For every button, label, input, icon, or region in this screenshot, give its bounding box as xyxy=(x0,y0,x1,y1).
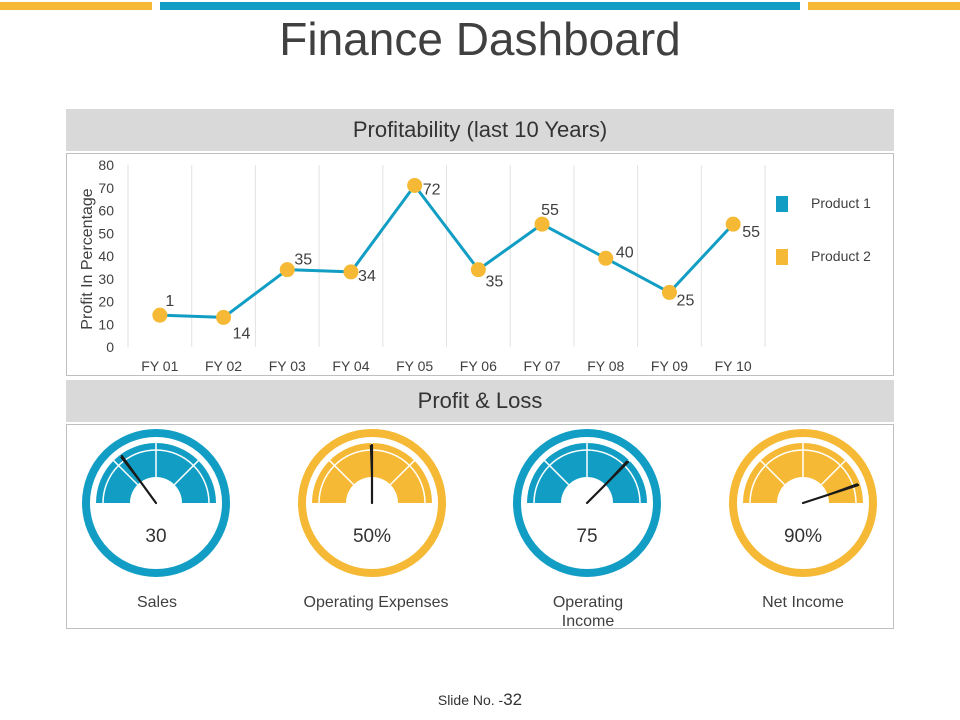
gauge-divider xyxy=(820,460,846,486)
data-label: 35 xyxy=(294,252,312,269)
data-label: 25 xyxy=(677,292,695,309)
x-tick-label: FY 05 xyxy=(396,358,433,374)
y-tick-label: 80 xyxy=(98,157,114,173)
x-tick-label: FY 02 xyxy=(205,358,242,374)
data-label: 14 xyxy=(233,325,251,342)
gauge-inner-arc xyxy=(533,449,641,504)
y-tick-label: 70 xyxy=(98,180,114,196)
page-title: Finance Dashboard xyxy=(279,13,681,65)
gauge-divider xyxy=(760,460,786,486)
legend-label: Product 1 xyxy=(811,195,871,211)
profit-loss-header: Profit & Loss xyxy=(66,380,894,422)
legend-swatch xyxy=(776,249,788,265)
data-point-marker xyxy=(279,262,295,278)
gauge-sales: 30 xyxy=(82,429,230,577)
data-label: 72 xyxy=(423,181,441,198)
data-label: 34 xyxy=(358,268,376,285)
x-tick-label: FY 09 xyxy=(651,358,688,374)
data-label: 35 xyxy=(485,274,503,291)
y-tick-label: 20 xyxy=(98,294,114,310)
series-line-product-1 xyxy=(159,183,735,319)
gauge-value: 90% xyxy=(784,526,822,547)
gauge-divider xyxy=(389,460,415,486)
gauge-divider xyxy=(329,460,355,486)
data-label: 55 xyxy=(541,202,559,219)
top-bar-gold-left xyxy=(0,2,152,10)
gauge-inner-arc xyxy=(102,449,210,504)
gauge-net-income: 90% xyxy=(729,429,877,577)
gauge-divider xyxy=(173,460,199,486)
gauge-label-sales: Sales xyxy=(136,594,178,611)
gauge-divider xyxy=(544,460,570,486)
x-tick-label: FY 03 xyxy=(269,358,306,374)
slide-number-prefix: Slide No. - xyxy=(437,692,504,708)
gauge-operating-expenses: 50% xyxy=(298,429,446,577)
x-tick-label: FY 07 xyxy=(523,358,560,374)
gauge-label-net-income: Net Income xyxy=(762,594,844,611)
x-tick-label: FY 01 xyxy=(141,358,178,374)
x-tick-label: FY 06 xyxy=(460,358,497,374)
gauge-needle-line xyxy=(120,454,158,505)
gauge-operating-income: 75 xyxy=(513,429,661,577)
x-tick-label: FY 10 xyxy=(715,358,752,374)
data-point-marker xyxy=(407,177,423,193)
y-axis-label: Profit In Percentage xyxy=(79,188,96,330)
gauges-svg: 30 50% 75 90% xyxy=(82,429,877,577)
gauge-value: 75 xyxy=(576,526,597,547)
y-tick-label: 0 xyxy=(106,339,114,355)
y-tick-label: 30 xyxy=(98,271,114,287)
profitability-header: Profitability (last 10 Years) xyxy=(66,109,894,151)
data-point-marker xyxy=(470,262,486,278)
profit-loss-panel: 30 50% 75 90% Sales Operating Expenses Oper… xyxy=(66,424,894,630)
gauge-inner-arc xyxy=(749,449,857,504)
y-tick-label: 10 xyxy=(98,316,114,332)
gauge-label-operating-expenses: Operating Expenses xyxy=(303,594,449,611)
slide-number-value: 32 xyxy=(503,690,523,709)
data-label: 55 xyxy=(742,224,760,241)
y-tick-label: 40 xyxy=(98,248,114,264)
gauge-value: 30 xyxy=(145,526,166,547)
profitability-panel: 0 10 20 30 40 50 60 70 80 Profit In Percentage FY … xyxy=(66,153,894,376)
data-point-marker xyxy=(598,250,614,266)
data-label: 40 xyxy=(616,244,634,261)
y-tick-label: 60 xyxy=(98,203,114,219)
gauge-needle-line xyxy=(801,483,860,505)
gauge-needle-line xyxy=(585,460,630,505)
x-tick-label: FY 08 xyxy=(587,358,624,374)
y-tick-label: 50 xyxy=(98,225,114,241)
data-label: 1 xyxy=(165,293,174,310)
gauge-value: 50% xyxy=(353,526,391,547)
data-point-marker xyxy=(725,216,741,232)
legend-swatch xyxy=(776,196,788,212)
data-point-marker xyxy=(152,307,168,323)
data-point-marker xyxy=(343,264,359,280)
data-point-marker xyxy=(661,284,677,300)
data-point-marker xyxy=(216,309,232,325)
x-tick-label: FY 04 xyxy=(332,358,369,374)
slide-number: Slide No. -32 xyxy=(0,690,960,710)
top-bar-blue xyxy=(160,2,800,10)
data-point-marker xyxy=(534,216,550,232)
gauge-label-operating-income: Operating Income xyxy=(552,594,624,630)
gauge-divider xyxy=(113,460,139,486)
top-bar-gold-right xyxy=(808,2,960,10)
legend-label: Product 2 xyxy=(811,248,871,264)
